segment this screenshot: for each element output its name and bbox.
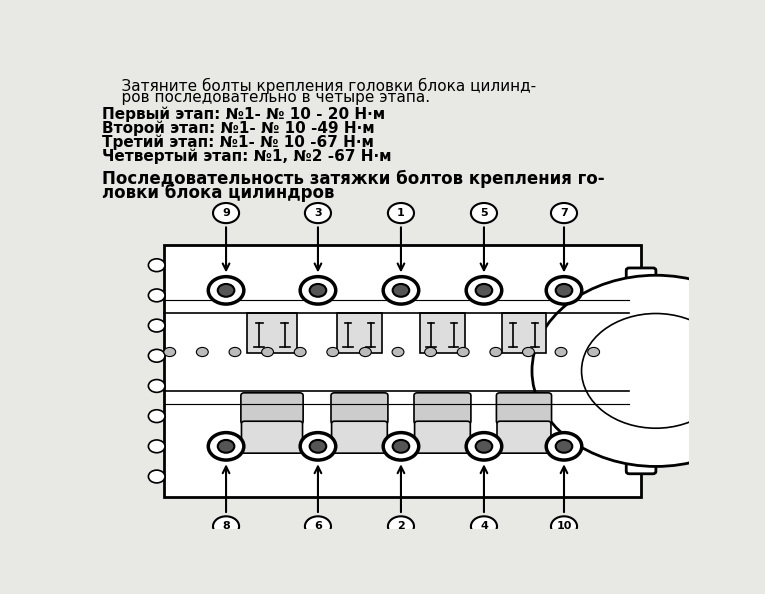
- Text: 6: 6: [314, 522, 322, 532]
- Circle shape: [466, 432, 502, 460]
- Circle shape: [148, 380, 165, 393]
- Circle shape: [310, 284, 326, 297]
- Text: 8: 8: [222, 522, 230, 532]
- Bar: [337, 313, 382, 353]
- Circle shape: [476, 284, 492, 297]
- Circle shape: [327, 347, 339, 356]
- FancyBboxPatch shape: [415, 421, 470, 453]
- Circle shape: [208, 277, 244, 304]
- Circle shape: [218, 284, 234, 297]
- Circle shape: [546, 277, 581, 304]
- Circle shape: [300, 432, 336, 460]
- Circle shape: [392, 347, 404, 356]
- Bar: [247, 313, 298, 353]
- FancyBboxPatch shape: [497, 421, 551, 453]
- Text: Второй этап: №1- № 10 -49 Н·м: Второй этап: №1- № 10 -49 Н·м: [102, 120, 374, 135]
- Text: 3: 3: [314, 208, 322, 218]
- Circle shape: [490, 347, 502, 356]
- FancyBboxPatch shape: [241, 393, 303, 424]
- Circle shape: [300, 277, 336, 304]
- Circle shape: [546, 432, 581, 460]
- Text: ловки блока цилиндров: ловки блока цилиндров: [102, 184, 334, 202]
- Bar: [164, 245, 641, 497]
- Circle shape: [555, 347, 567, 356]
- FancyBboxPatch shape: [331, 393, 388, 424]
- Text: 1: 1: [397, 208, 405, 218]
- Circle shape: [229, 347, 241, 356]
- FancyBboxPatch shape: [627, 268, 656, 474]
- Circle shape: [383, 432, 418, 460]
- Text: Третий этап: №1- № 10 -67 Н·м: Третий этап: №1- № 10 -67 Н·м: [102, 134, 373, 150]
- Circle shape: [551, 203, 577, 223]
- Circle shape: [551, 516, 577, 536]
- Text: 9: 9: [222, 208, 230, 218]
- Text: ров последовательно в четыре этапа.: ров последовательно в четыре этапа.: [102, 90, 430, 106]
- Circle shape: [388, 203, 414, 223]
- FancyBboxPatch shape: [331, 421, 387, 453]
- Text: 2: 2: [397, 522, 405, 532]
- Circle shape: [360, 347, 371, 356]
- Circle shape: [262, 347, 274, 356]
- Circle shape: [218, 440, 234, 453]
- Circle shape: [476, 440, 492, 453]
- Circle shape: [148, 319, 165, 332]
- Circle shape: [305, 203, 331, 223]
- Circle shape: [310, 440, 326, 453]
- Circle shape: [148, 470, 165, 483]
- Circle shape: [532, 275, 765, 466]
- Text: 10: 10: [556, 522, 571, 532]
- Circle shape: [425, 347, 437, 356]
- FancyBboxPatch shape: [414, 393, 471, 424]
- Circle shape: [305, 516, 331, 536]
- Text: 5: 5: [480, 208, 488, 218]
- Circle shape: [164, 347, 176, 356]
- Circle shape: [581, 314, 731, 428]
- Bar: [502, 313, 546, 353]
- Text: Затяните болты крепления головки блока цилинд-: Затяните болты крепления головки блока ц…: [102, 78, 536, 94]
- Text: 4: 4: [480, 522, 488, 532]
- Circle shape: [295, 347, 306, 356]
- Circle shape: [383, 277, 418, 304]
- Circle shape: [388, 516, 414, 536]
- Circle shape: [148, 349, 165, 362]
- Circle shape: [148, 259, 165, 271]
- Circle shape: [555, 284, 572, 297]
- Text: Последовательность затяжки болтов крепления го-: Последовательность затяжки болтов крепле…: [102, 170, 604, 188]
- Circle shape: [466, 277, 502, 304]
- Circle shape: [471, 203, 497, 223]
- Circle shape: [213, 516, 239, 536]
- Circle shape: [471, 516, 497, 536]
- Circle shape: [522, 347, 534, 356]
- Text: 7: 7: [560, 208, 568, 218]
- Circle shape: [148, 440, 165, 453]
- Text: Четвертый этап: №1, №2 -67 Н·м: Четвертый этап: №1, №2 -67 Н·м: [102, 148, 391, 164]
- Circle shape: [392, 284, 409, 297]
- Circle shape: [588, 347, 600, 356]
- Circle shape: [392, 440, 409, 453]
- FancyBboxPatch shape: [496, 393, 552, 424]
- FancyBboxPatch shape: [242, 421, 302, 453]
- Circle shape: [457, 347, 469, 356]
- Circle shape: [555, 440, 572, 453]
- Circle shape: [208, 432, 244, 460]
- Circle shape: [197, 347, 208, 356]
- Bar: [420, 313, 465, 353]
- Text: Первый этап: №1- № 10 - 20 Н·м: Первый этап: №1- № 10 - 20 Н·м: [102, 106, 385, 122]
- Circle shape: [148, 410, 165, 422]
- Circle shape: [148, 289, 165, 302]
- Circle shape: [213, 203, 239, 223]
